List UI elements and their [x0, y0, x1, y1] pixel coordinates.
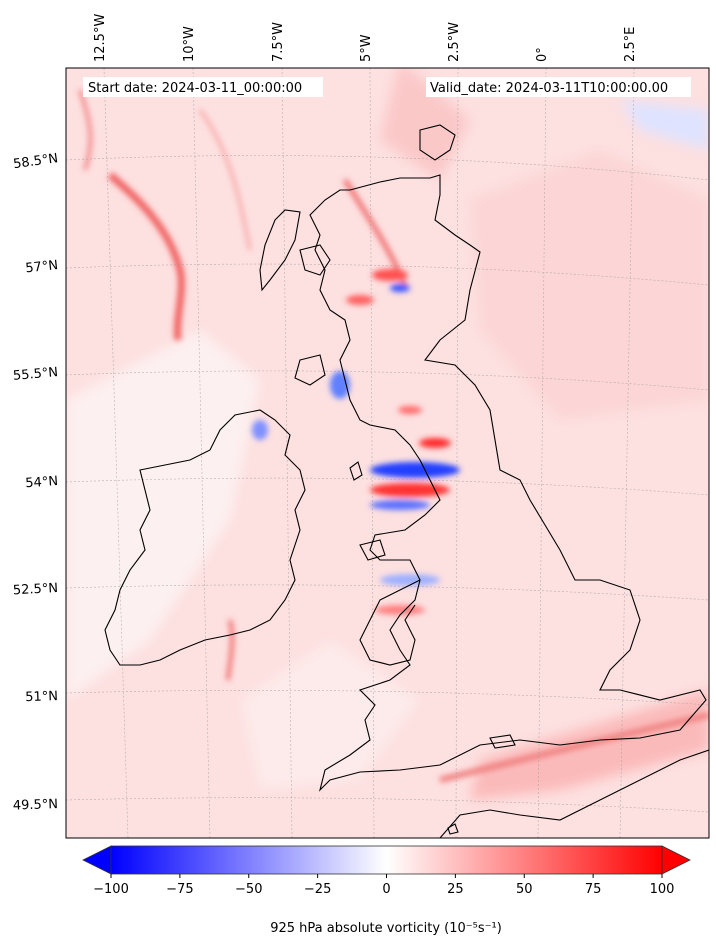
lon-tick: 2.5°W: [447, 22, 462, 62]
lat-tick: 54°N: [25, 474, 59, 491]
map-panel: Start date: 2024-03-11_00:00:00 Valid_da…: [66, 68, 709, 838]
outer-hebrides-coastline: [259, 209, 301, 292]
colorbar-tick-label: 75: [585, 882, 602, 897]
colorbar-tick-label: −100: [93, 882, 129, 897]
lat-tick-labels: 58.5°N 57°N 55.5°N 54°N 52.5°N 51°N 49.5…: [12, 151, 59, 814]
lon-tick-labels: 12.5°W 10°W 7.5°W 5°W 2.5°W 0° 2.5°E: [93, 14, 638, 62]
lon-tick: 10°W: [182, 26, 197, 62]
lat-tick: 49.5°N: [13, 797, 59, 814]
great-britain-coastline: [309, 174, 707, 792]
start-date-label: Start date: 2024-03-11_00:00:00: [88, 81, 302, 96]
coastlines: [104, 124, 709, 838]
vorticity-streaks: [78, 89, 709, 783]
colorbar-tick-label: 100: [650, 882, 675, 897]
colorbar-label: 925 hPa absolute vorticity (10⁻⁵s⁻¹): [270, 921, 502, 936]
colorbar-ticks: −100 −75 −50 −25 0 25 50 75 100: [93, 874, 674, 897]
lat-tick: 57°N: [25, 258, 59, 276]
colorbar-tick-label: −25: [304, 882, 331, 897]
colorbar-tick-label: 50: [516, 882, 533, 897]
valid-date-box: [426, 77, 691, 97]
isle-of-man-coastline: [349, 461, 363, 481]
colorbar-tick-label: 0: [382, 882, 390, 897]
anglesey-coastline: [359, 539, 386, 561]
orkney-coastline: [419, 124, 456, 161]
lon-tick: 2.5°E: [623, 27, 638, 62]
lon-tick: 7.5°W: [271, 22, 286, 62]
colorbar-tick-label: −75: [166, 882, 193, 897]
valid-date-label: Valid_date: 2024-03-11T10:00:00.00: [430, 81, 668, 96]
iow-coastline: [489, 734, 516, 749]
skye-coastline: [299, 244, 331, 276]
lat-tick: 52.5°N: [13, 581, 59, 598]
colorbar: −100 −75 −50 −25 0 25 50 75 100 925 hPa absolute…: [82, 845, 691, 936]
colorbar-extend-low: [82, 845, 112, 875]
lat-tick: 58.5°N: [12, 151, 59, 172]
colorbar-gradient: [110, 845, 663, 875]
lon-tick: 0°: [535, 47, 550, 62]
lon-tick: 5°W: [359, 34, 374, 62]
lat-tick: 55.5°N: [12, 365, 58, 384]
graticule: [66, 68, 709, 838]
islay-coastline: [294, 354, 326, 386]
colorbar-tick-label: −50: [235, 882, 262, 897]
colorbar-extend-high: [661, 845, 691, 875]
colorbar-tick-label: 25: [447, 882, 464, 897]
wales-coastline: [359, 579, 421, 666]
start-date-box: [83, 77, 323, 97]
map-frame: [65, 67, 710, 839]
lon-tick: 12.5°W: [93, 14, 108, 62]
lat-tick: 51°N: [25, 689, 58, 705]
ireland-coastline: [104, 409, 306, 666]
france-coastline: [439, 749, 709, 838]
channel-islands-coastline: [447, 823, 459, 835]
